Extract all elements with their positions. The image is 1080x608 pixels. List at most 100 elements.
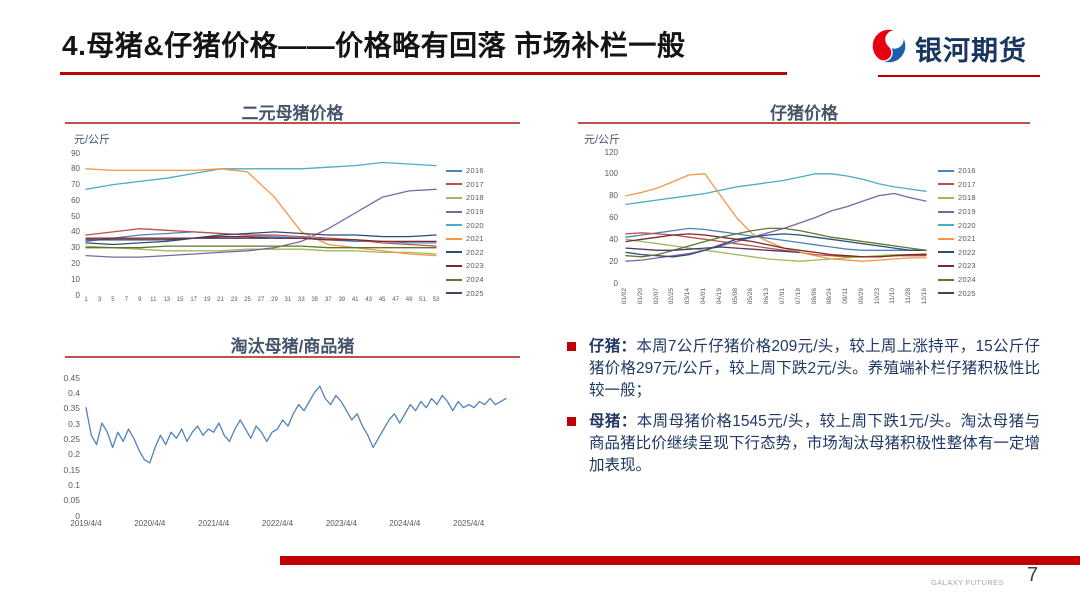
plot-area: [625, 152, 927, 283]
chart-title-underline: [65, 122, 520, 124]
x-tick-label: 02/07: [652, 288, 660, 305]
legend-item: 2018: [938, 191, 976, 205]
legend-line-swatch: [446, 251, 462, 254]
note-piglet: 仔猪：本周7公斤仔猪价格209元/头，较上周上涨持平，15公斤仔猪价格297元/…: [566, 336, 1040, 402]
legend-label: 2018: [958, 193, 976, 203]
legend-label: 2025: [466, 288, 484, 298]
legend-item: 2025: [938, 286, 976, 300]
plot-area: [85, 377, 507, 515]
x-tick-label: 29: [271, 297, 278, 303]
x-tick-label: 10/23: [873, 288, 881, 305]
legend-line-swatch: [446, 169, 462, 172]
y-tick-label: 100: [604, 169, 618, 179]
series-2019: [625, 192, 927, 262]
series-2023: [625, 233, 927, 258]
x-tick-label: 43: [365, 297, 373, 303]
page-number: 7: [1027, 564, 1039, 586]
note-sow: 母猪：本周母猪价格1545元/头，较上周下跌1元/头。淘汰母猪与商品猪比价继续呈…: [566, 411, 1040, 477]
chart-title-underline: [65, 356, 520, 358]
series-2018: [625, 238, 927, 262]
x-tick-label: 13: [163, 297, 171, 303]
legend-label: 2016: [958, 166, 976, 176]
x-tick-label: 37: [324, 297, 332, 303]
y-tick-label: 0.15: [63, 464, 80, 475]
x-tick-label: 17: [190, 297, 198, 303]
legend-line-swatch: [446, 224, 462, 227]
legend-item: 2023: [446, 259, 484, 273]
y-axis-unit: 元/公斤: [74, 134, 111, 146]
x-tick-label: 05/26: [747, 288, 755, 305]
y-axis: 0 0.05 0.1 0.15 0.2 0.25 0.3 0.35 0.4 0.45: [44, 373, 82, 521]
x-tick-label: 1: [84, 297, 88, 303]
legend-item: 2017: [446, 178, 484, 192]
legend-item: 2020: [446, 218, 484, 232]
y-axis: 0 20 40 60 80 100 120: [588, 148, 620, 288]
bullet-square-icon: [567, 342, 576, 351]
series-2016: [625, 227, 927, 251]
x-tick-label: 5: [111, 297, 115, 303]
x-axis: 2019/4/4 2020/4/4 2021/4/4 2022/4/4 2023/4/4…: [70, 519, 506, 531]
legend-line-swatch: [938, 169, 954, 172]
x-tick-label: 9: [138, 297, 142, 303]
x-tick-label: 51: [419, 297, 426, 303]
legend: 2016 2017 2018 2019 2020 2021 2022 2023 2024 2025: [446, 164, 484, 300]
note-text: 本周7公斤仔猪价格209元/头，较上周上涨持平，15公斤仔猪价格297元/公斤，…: [589, 338, 1040, 399]
x-tick-label: 12/16: [921, 288, 928, 305]
y-tick-label: 0: [613, 278, 618, 288]
x-tick-label: 03/14: [684, 288, 692, 305]
legend-label: 2022: [958, 247, 976, 257]
company-name: 银河期货: [915, 36, 1027, 66]
legend: 2016 2017 2018 2019 2020 2021 2022 2023 2024 2025: [938, 164, 976, 300]
legend-line-swatch: [938, 210, 954, 213]
legend-label: 2020: [466, 220, 484, 230]
plot-area: [85, 153, 437, 295]
x-tick-label: 2023/4/4: [325, 519, 357, 528]
legend-item: 2023: [938, 259, 976, 273]
y-tick-label: 70: [71, 180, 80, 190]
legend-item: 2024: [446, 273, 484, 287]
series-淘汰母猪/商品猪: [85, 385, 507, 464]
legend-label: 2023: [958, 261, 976, 271]
legend-label: 2016: [466, 166, 484, 176]
line-chart-svg: [625, 173, 927, 262]
y-tick-label: 90: [71, 148, 80, 158]
x-tick-label: 2021/4/4: [198, 519, 230, 528]
x-tick-label: 2025/4/4: [453, 519, 485, 528]
series-2024: [625, 227, 927, 258]
legend-line-swatch: [446, 292, 462, 295]
y-axis-unit: 元/公斤: [584, 134, 621, 146]
x-tick-label: 49: [405, 297, 413, 303]
legend-line-swatch: [446, 264, 462, 267]
x-tick-label: 04/19: [715, 288, 723, 305]
legend-item: 2019: [938, 205, 976, 219]
line-chart-svg: [85, 385, 507, 464]
y-tick-label: 30: [71, 243, 80, 253]
x-tick-label: 31: [284, 297, 292, 303]
series-2022: [625, 233, 927, 258]
series-2017: [85, 228, 437, 247]
x-tick-label: 39: [338, 297, 346, 303]
y-tick-label: 0: [75, 290, 80, 300]
legend-label: 2024: [466, 275, 484, 285]
x-tick-label: 2022/4/4: [261, 519, 294, 528]
x-tick-label: 02/25: [668, 288, 676, 305]
x-tick-label: 01/20: [636, 288, 644, 305]
x-tick-label: 09/11: [842, 288, 850, 304]
y-tick-label: 50: [71, 211, 80, 221]
line-chart-svg: [85, 161, 437, 258]
legend-label: 2023: [466, 261, 484, 271]
legend-label: 2017: [958, 179, 976, 189]
legend-label: 2025: [958, 288, 976, 298]
legend-line-swatch: [446, 278, 462, 281]
x-tick-label: 04/01: [699, 288, 707, 305]
legend-label: 2022: [466, 247, 484, 257]
chart-title-piglet: 仔猪价格: [770, 104, 838, 123]
note-text: 本周母猪价格1545元/头，较上周下跌1元/头。淘汰母猪与商品猪比价继续呈现下行…: [589, 413, 1040, 474]
legend-label: 2021: [958, 234, 976, 244]
x-tick-label: 01/02: [621, 288, 628, 305]
legend-line-swatch: [938, 292, 954, 295]
x-tick-label: 53: [432, 297, 440, 303]
logo-underline: [878, 75, 1040, 77]
x-tick-label: 05/08: [731, 288, 739, 305]
bullet-square-icon: [567, 417, 576, 426]
